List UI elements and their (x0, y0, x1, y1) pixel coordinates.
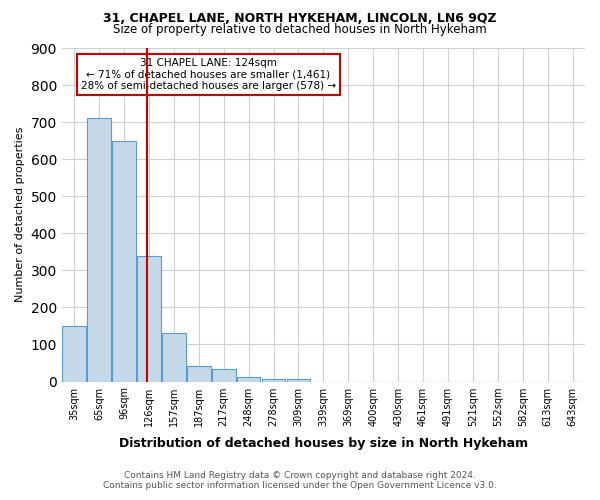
Bar (212, 368, 236, 382)
Bar (187, 366, 211, 382)
Bar (112, 140, 136, 382)
Bar (287, 378, 310, 382)
Text: Contains HM Land Registry data © Crown copyright and database right 2024.
Contai: Contains HM Land Registry data © Crown c… (103, 470, 497, 490)
Text: 31, CHAPEL LANE, NORTH HYKEHAM, LINCOLN, LN6 9QZ: 31, CHAPEL LANE, NORTH HYKEHAM, LINCOLN,… (103, 12, 497, 26)
Bar (262, 378, 286, 382)
Bar (62, 326, 86, 382)
Y-axis label: Number of detached properties: Number of detached properties (15, 127, 25, 302)
Bar (137, 256, 161, 382)
Bar (162, 334, 186, 382)
X-axis label: Distribution of detached houses by size in North Hykeham: Distribution of detached houses by size … (119, 437, 528, 450)
Text: Size of property relative to detached houses in North Hykeham: Size of property relative to detached ho… (113, 22, 487, 36)
Bar (237, 377, 260, 382)
Bar (88, 118, 111, 382)
Text: 31 CHAPEL LANE: 124sqm
← 71% of detached houses are smaller (1,461)
28% of semi-: 31 CHAPEL LANE: 124sqm ← 71% of detached… (81, 58, 336, 91)
